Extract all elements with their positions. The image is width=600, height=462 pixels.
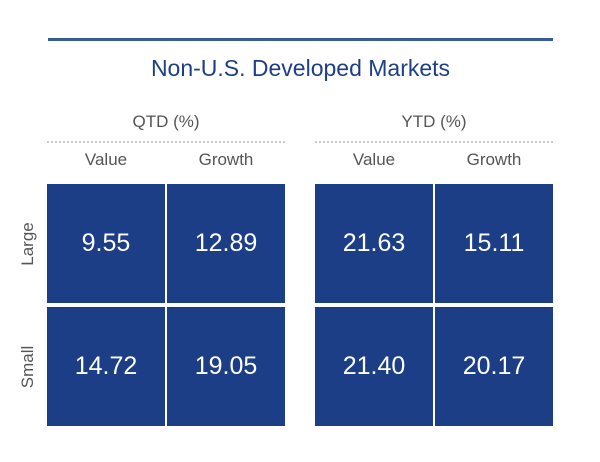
- qtd-group-label: QTD (%): [132, 112, 200, 131]
- qtd-large-value-cell: 9.55: [47, 184, 165, 303]
- qtd-col-value-label: Value: [84, 150, 128, 169]
- qtd-small-value-cell: 14.72: [47, 307, 165, 426]
- qtd-divider: [47, 141, 285, 143]
- ytd-small-growth-cell: 20.17: [435, 307, 553, 426]
- ytd-col-growth-label: Growth: [466, 150, 522, 169]
- qtd-col-growth-label: Growth: [198, 150, 254, 169]
- ytd-small-value-cell: 21.40: [315, 307, 433, 426]
- qtd-large-growth-cell: 12.89: [167, 184, 285, 303]
- qtd-small-growth-cell: 19.05: [167, 307, 285, 426]
- ytd-group-label: YTD (%): [401, 112, 467, 131]
- chart-title: Non-U.S. Developed Markets: [150, 55, 451, 81]
- ytd-large-growth-cell: 15.11: [435, 184, 553, 303]
- row-label-large: Large: [18, 222, 37, 266]
- ytd-divider: [315, 141, 553, 143]
- ytd-large-value-cell: 21.63: [315, 184, 433, 303]
- row-label-small: Small: [18, 345, 37, 389]
- ytd-col-value-label: Value: [352, 150, 396, 169]
- title-rule: [48, 38, 553, 41]
